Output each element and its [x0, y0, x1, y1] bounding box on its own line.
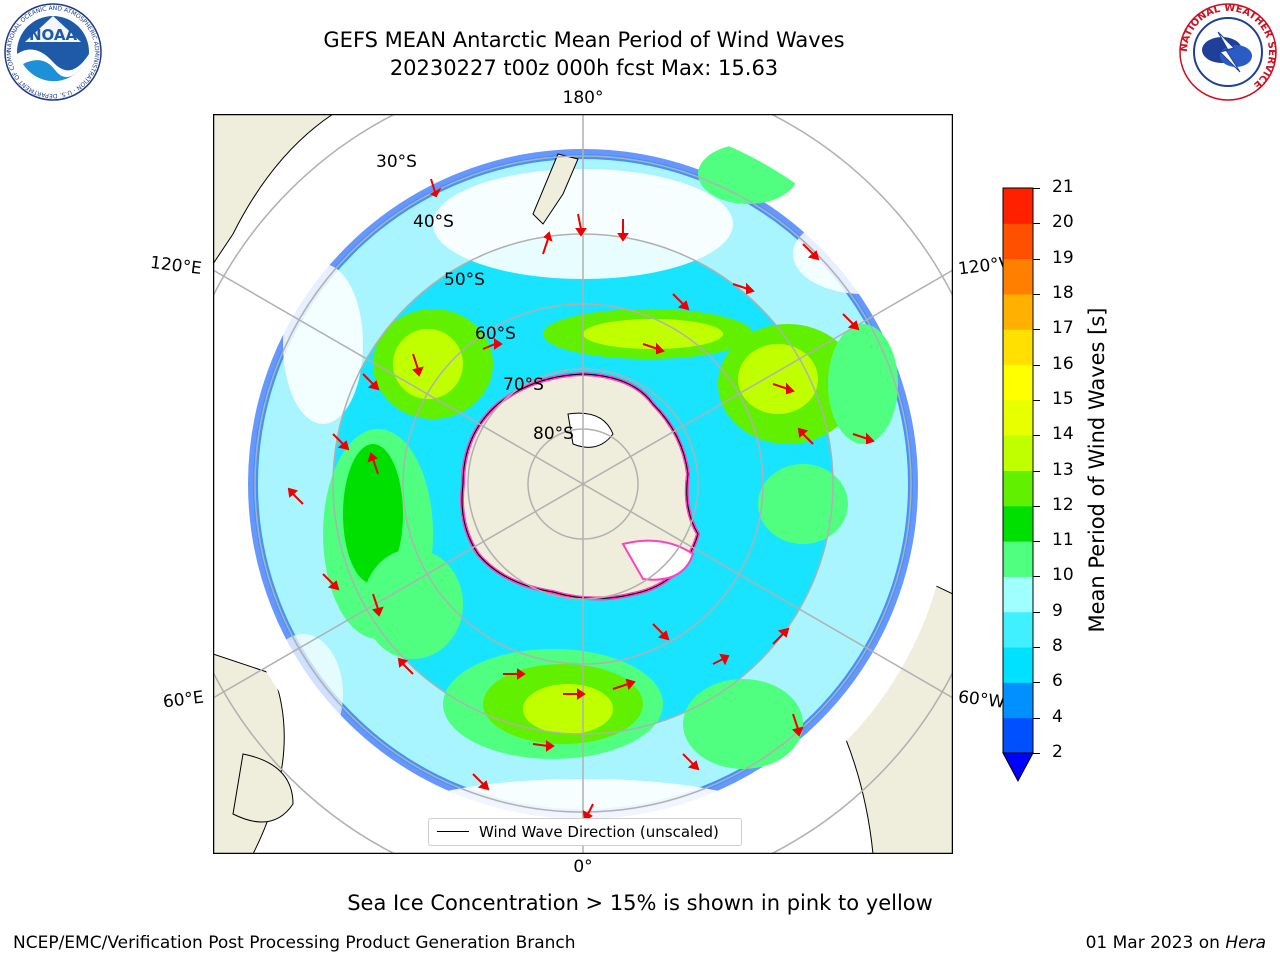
lon-label-180: 180°: [562, 88, 604, 108]
colorbar-tickmark: [1033, 717, 1040, 719]
colorbar-segment: [1003, 576, 1033, 613]
wind-wave-arrows: [287, 178, 875, 822]
noaa-logo: NOAA NATIONAL OCEANIC AND ATMOSPHERIC AD…: [3, 2, 102, 101]
polar-map: [213, 114, 953, 854]
land-australia-west: [213, 114, 334, 265]
lat-label-60s: 60°S: [475, 324, 516, 344]
colorbar-tickmark: [1033, 611, 1040, 613]
colorbar-tick-label: 21: [1052, 177, 1074, 197]
legend-line-sample: [437, 831, 469, 832]
colorbar-tickmark: [1033, 541, 1040, 543]
colorbar-segment: [1003, 223, 1033, 260]
sea-ice-note: Sea Ice Concentration > 15% is shown in …: [347, 891, 933, 915]
colorbar-tickmark: [1033, 576, 1040, 578]
colorbar-tickmark: [1033, 682, 1040, 684]
colorbar-label: Mean Period of Wind Waves [s]: [1085, 307, 1109, 633]
colorbar-segment: [1003, 470, 1033, 507]
colorbar-tick-label: 2: [1052, 742, 1063, 762]
colorbar-tick-label: 11: [1052, 530, 1074, 551]
map-subtitle: 20230227 t00z 000h fcst Max: 15.63: [389, 56, 779, 80]
colorbar-segment: [1003, 329, 1033, 366]
lon-label-60w: 60°W: [956, 687, 1006, 713]
colorbar-tickmark: [1033, 753, 1040, 754]
map-legend: Wind Wave Direction (unscaled): [428, 818, 742, 846]
legend-label: Wind Wave Direction (unscaled): [479, 823, 719, 841]
lat-label-40s: 40°S: [413, 212, 454, 232]
lat-label-80s: 80°S: [533, 424, 574, 444]
colorbar-tick-label: 20: [1052, 212, 1074, 233]
colorbar-tick-label: 13: [1052, 459, 1074, 480]
colorbar-segment: [1003, 188, 1033, 224]
footer-date: 01 Mar 2023 on Hera: [1086, 933, 1266, 953]
footer-credit: NCEP/EMC/Verification Post Processing Pr…: [13, 933, 576, 953]
colorbar-tickmark: [1033, 258, 1040, 260]
colorbar-tick-label: 19: [1052, 247, 1074, 268]
land-new-zealand: [532, 153, 579, 225]
colorbar-segment: [1003, 435, 1033, 471]
colorbar-segment: [1003, 541, 1033, 577]
colorbar-segment: [1003, 611, 1033, 648]
colorbar-tickmark: [1033, 364, 1040, 366]
lon-label-60e: 60°E: [161, 687, 205, 713]
lon-label-120e: 120°E: [148, 252, 203, 280]
colorbar-under-extension: [1002, 752, 1034, 783]
colorbar-tick-label: 14: [1052, 424, 1074, 445]
colorbar-tickmark: [1033, 399, 1040, 401]
colorbar-tick-label: 18: [1052, 282, 1074, 303]
colorbar-segment: [1003, 647, 1033, 683]
colorbar-segment: [1003, 364, 1033, 401]
colorbar: [1002, 187, 1034, 783]
colorbar-tick-label: 16: [1052, 353, 1074, 374]
colorbar-tick-label: 10: [1052, 565, 1074, 586]
colorbar-tickmark: [1033, 435, 1040, 437]
colorbar-segment: [1003, 293, 1033, 330]
colorbar-tick-label: 4: [1052, 706, 1063, 727]
colorbar-tickmark: [1033, 470, 1040, 472]
colorbar-tickmark: [1033, 505, 1040, 507]
footer-date-text: 01 Mar 2023 on: [1085, 933, 1226, 953]
lat-label-70s: 70°S: [503, 375, 544, 395]
colorbar-tick-label: 6: [1052, 671, 1063, 692]
colorbar-tick-label: 15: [1052, 388, 1074, 409]
land-madagascar: [232, 753, 294, 823]
colorbar-segment: [1003, 505, 1033, 542]
colorbar-segment: [1003, 258, 1033, 295]
lat-label-50s: 50°S: [444, 270, 485, 290]
colorbar-segment: [1003, 399, 1033, 436]
colorbar-tickmark: [1033, 647, 1040, 649]
colorbar-tickmark: [1033, 329, 1040, 331]
colorbar-tick-label: 17: [1052, 318, 1074, 339]
lon-label-0: 0°: [573, 857, 593, 877]
footer-host: Hera: [1225, 933, 1266, 953]
colorbar-segment: [1003, 682, 1033, 719]
colorbar-tick-label: 9: [1052, 600, 1063, 621]
colorbar-tick-label: 12: [1052, 494, 1074, 515]
nws-logo: NATIONAL WEATHER SERVICE: [1179, 3, 1277, 101]
lat-label-30s: 30°S: [376, 152, 417, 172]
colorbar-tick-label: 8: [1052, 636, 1063, 657]
colorbar-tickmark: [1033, 223, 1040, 225]
map-title: GEFS MEAN Antarctic Mean Period of Wind …: [323, 28, 845, 52]
colorbar-tickmark: [1033, 293, 1040, 295]
noaa-logo-text: NOAA: [29, 26, 78, 44]
colorbar-tickmark: [1033, 188, 1040, 189]
colorbar-segment: [1003, 717, 1033, 754]
